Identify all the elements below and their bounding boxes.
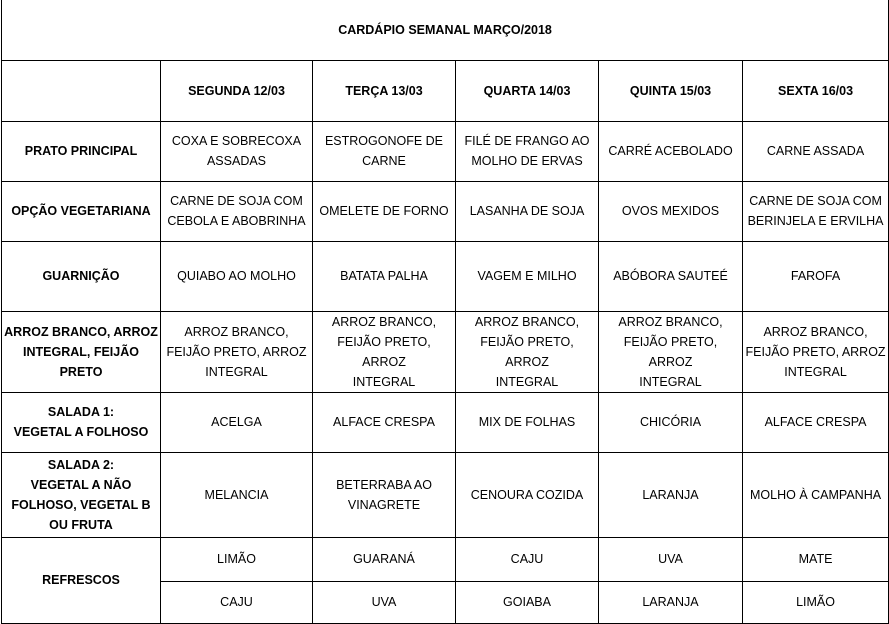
menu-cell: ALFACE CRESPA — [312, 391, 456, 453]
menu-cell: CARNE ASSADA — [741, 120, 889, 182]
table-row: SALADA 1: VEGETAL A FOLHOSO ACELGA ALFACE … — [1, 391, 889, 453]
table-row: GUARNIÇÃO QUIABO AO MOLHO BATATA PALHA VAGE… — [1, 240, 889, 312]
menu-cell: VAGEM E MILHO — [455, 240, 599, 312]
menu-cell: UVA — [598, 536, 743, 582]
menu-cell: LARANJA — [598, 451, 743, 538]
menu-cell: ARROZ BRANCO, FEIJÃO PRETO, ARROZ INTEGR… — [741, 310, 889, 393]
header-row: SEGUNDA 12/03 TERÇA 13/03 QUARTA 14/03 Q… — [1, 59, 889, 122]
day-header: QUARTA 14/03 — [455, 59, 599, 122]
row-label: ARROZ BRANCO, ARROZ INTEGRAL, FEIJÃO PRE… — [1, 310, 161, 393]
menu-cell: QUIABO AO MOLHO — [160, 240, 313, 312]
menu-cell: CENOURA COZIDA — [455, 451, 599, 538]
menu-cell: MATE — [741, 536, 889, 582]
menu-cell: CAJU — [455, 536, 599, 582]
menu-cell: BETERRABA AO VINAGRETE — [312, 451, 456, 538]
day-header: QUINTA 15/03 — [598, 59, 743, 122]
menu-cell: OMELETE DE FORNO — [312, 180, 456, 242]
table-row: PRATO PRINCIPAL COXA E SOBRECOXA ASSADAS E… — [1, 120, 889, 182]
menu-cell: FILÉ DE FRANGO AO MOLHO DE ERVAS — [455, 120, 599, 182]
menu-cell: CHICÓRIA — [598, 391, 743, 453]
table-row-refrescos: REFRESCOS LIMÃO GUARANÁ CAJU UVA MATE — [1, 536, 889, 624]
menu-cell: LIMÃO — [741, 580, 889, 624]
table-row: SALADA 2: VEGETAL A NÃO FOLHOSO, VEGETAL… — [1, 451, 889, 538]
menu-cell: CARRÉ ACEBOLADO — [598, 120, 743, 182]
menu-cell: ARROZ BRANCO, FEIJÃO PRETO, ARROZ INTEGR… — [160, 310, 313, 393]
menu-cell: ABÓBORA SAUTEÉ — [598, 240, 743, 312]
row-label: REFRESCOS — [1, 536, 161, 624]
table-row: ARROZ BRANCO, ARROZ INTEGRAL, FEIJÃO PRE… — [1, 310, 889, 393]
row-label: PRATO PRINCIPAL — [1, 120, 161, 182]
menu-cell: CAJU — [160, 580, 313, 624]
menu-cell: UVA — [312, 580, 456, 624]
menu-cell: ACELGA — [160, 391, 313, 453]
menu-cell: OVOS MEXIDOS — [598, 180, 743, 242]
table-row: OPÇÃO VEGETARIANA CARNE DE SOJA COM CEBOL… — [1, 180, 889, 242]
row-label: SALADA 2: VEGETAL A NÃO FOLHOSO, VEGETAL… — [1, 451, 161, 538]
day-header: SEXTA 16/03 — [741, 59, 889, 122]
menu-title: CARDÁPIO SEMANAL MARÇO/2018 — [0, 0, 889, 61]
menu-cell: ARROZ BRANCO, FEIJÃO PRETO, ARROZ INTEGR… — [455, 310, 599, 393]
menu-cell: MOLHO À CAMPANHA — [741, 451, 889, 538]
menu-cell: LASANHA DE SOJA — [455, 180, 599, 242]
day-header: TERÇA 13/03 — [312, 59, 456, 122]
menu-cell: BATATA PALHA — [312, 240, 456, 312]
menu-cell: MIX DE FOLHAS — [455, 391, 599, 453]
menu-cell: CARNE DE SOJA COM CEBOLA E ABOBRINHA — [160, 180, 313, 242]
menu-cell: GUARANÁ — [312, 536, 456, 582]
menu-cell: FAROFA — [741, 240, 889, 312]
menu-cell: ARROZ BRANCO, FEIJÃO PRETO, ARROZ INTEGR… — [598, 310, 743, 393]
corner-cell — [1, 59, 161, 122]
row-label: OPÇÃO VEGETARIANA — [1, 180, 161, 242]
menu-cell: ESTROGONOFE DE CARNE — [312, 120, 456, 182]
menu-cell: GOIABA — [455, 580, 599, 624]
menu-cell: LARANJA — [598, 580, 743, 624]
menu-cell: COXA E SOBRECOXA ASSADAS — [160, 120, 313, 182]
menu-cell: LIMÃO — [160, 536, 313, 582]
menu-cell: ALFACE CRESPA — [741, 391, 889, 453]
row-label: SALADA 1: VEGETAL A FOLHOSO — [1, 391, 161, 453]
menu-cell: MELANCIA — [160, 451, 313, 538]
day-header: SEGUNDA 12/03 — [160, 59, 313, 122]
menu-cell: ARROZ BRANCO, FEIJÃO PRETO, ARROZ INTEGR… — [312, 310, 456, 393]
row-label: GUARNIÇÃO — [1, 240, 161, 312]
menu-cell: CARNE DE SOJA COM BERINJELA E ERVILHA — [741, 180, 889, 242]
